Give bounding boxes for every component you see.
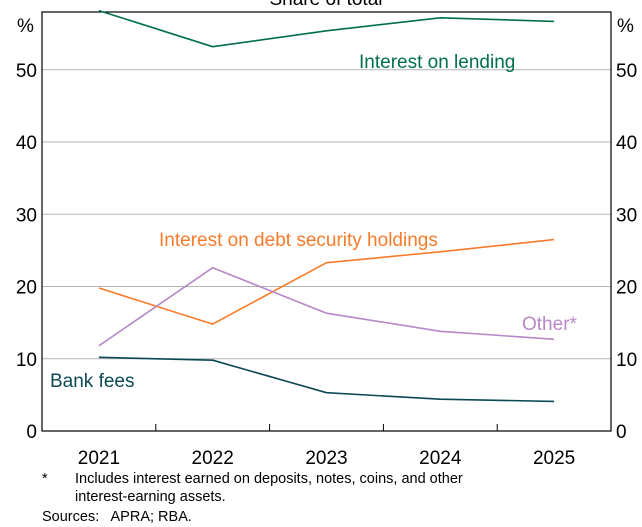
series-line-interest-on-lending xyxy=(98,9,555,48)
footnote-star-line-1: Includes interest earned on deposits, no… xyxy=(75,471,463,487)
x-tick-label-2021: 2021 xyxy=(78,448,120,469)
y-tick-left-10: 10 xyxy=(16,350,37,371)
x-tick-label-2022: 2022 xyxy=(192,448,234,469)
series-labels: Interest on lending Interest on debt sec… xyxy=(50,52,578,392)
series-line-bank-fees xyxy=(98,356,555,403)
footnote-star-text: Includes interest earned on deposits, no… xyxy=(75,470,463,506)
y-tick-left-40: 40 xyxy=(16,133,37,154)
y-tick-right-0: 0 xyxy=(616,422,627,443)
series-label-other: Other* xyxy=(522,314,578,335)
gridlines xyxy=(42,69,611,360)
right-axis-unit: % xyxy=(617,16,634,37)
y-tick-right-30: 30 xyxy=(616,205,637,226)
series-line-other xyxy=(98,266,555,347)
y-tick-left-30: 30 xyxy=(16,205,37,226)
footnote-sources: Sources: APRA; RBA. xyxy=(42,509,192,525)
x-axis-ticks: 2021 2022 2023 2024 2025 xyxy=(78,424,575,469)
series-line-interest-on-debt-security-holdings xyxy=(98,238,555,325)
y-tick-right-50: 50 xyxy=(616,61,637,82)
x-tick-label-2023: 2023 xyxy=(305,448,347,469)
x-tick-label-2025: 2025 xyxy=(533,448,575,469)
x-tick-label-2024: 2024 xyxy=(419,448,462,469)
footnote-star-marker: * xyxy=(42,471,48,487)
series-label-interest-on-lending: Interest on lending xyxy=(359,52,515,73)
y-tick-right-40: 40 xyxy=(616,133,637,154)
plot-frame xyxy=(41,11,612,432)
chart-subtitle: Share of total xyxy=(269,0,382,10)
y-tick-left-50: 50 xyxy=(16,61,37,82)
y-tick-left-0: 0 xyxy=(26,422,37,443)
y-tick-right-20: 20 xyxy=(616,278,637,299)
series-lines xyxy=(98,9,555,403)
y-tick-right-10: 10 xyxy=(616,350,637,371)
footnote-star-line-2: interest-earning assets. xyxy=(75,489,226,505)
series-label-bank-fees: Bank fees xyxy=(50,371,135,392)
y-tick-left-20: 20 xyxy=(16,278,37,299)
left-axis-unit: % xyxy=(17,16,34,37)
series-label-interest-on-debt-security-holdings: Interest on debt security holdings xyxy=(159,230,438,251)
y-axis-ticks: 0 0 10 10 20 20 30 30 40 40 50 50 xyxy=(16,61,637,443)
